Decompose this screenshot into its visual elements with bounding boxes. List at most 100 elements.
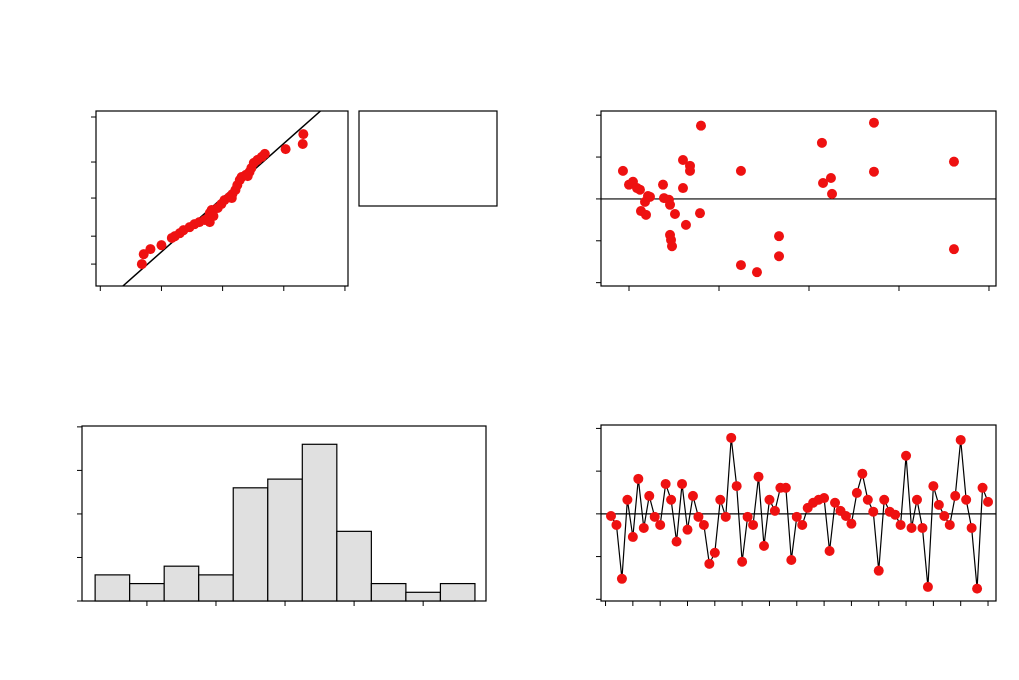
point <box>669 208 680 219</box>
bar <box>198 574 234 602</box>
point <box>687 490 698 501</box>
point <box>939 510 950 521</box>
point <box>698 519 709 530</box>
point <box>819 493 830 504</box>
point <box>928 481 939 492</box>
point <box>825 172 836 183</box>
point <box>677 183 688 194</box>
bar <box>267 478 303 602</box>
point <box>677 478 688 489</box>
point <box>720 511 731 522</box>
point <box>726 432 737 443</box>
bar <box>163 565 200 602</box>
point <box>617 165 628 176</box>
point <box>735 260 746 271</box>
point <box>753 471 764 482</box>
point <box>242 171 253 182</box>
point <box>667 241 678 252</box>
point <box>895 519 906 530</box>
point <box>818 178 829 189</box>
point <box>851 487 862 498</box>
point <box>972 583 983 594</box>
legend-box <box>358 110 498 207</box>
point <box>735 165 746 176</box>
bar <box>439 582 476 602</box>
point <box>764 494 775 505</box>
point <box>671 536 682 547</box>
point <box>948 244 959 255</box>
point <box>742 511 753 522</box>
point <box>846 518 857 529</box>
bar <box>370 582 407 602</box>
point <box>901 450 912 461</box>
point <box>780 482 791 493</box>
point <box>704 558 715 569</box>
point <box>709 547 720 558</box>
point <box>660 478 671 489</box>
point <box>297 139 308 150</box>
point <box>655 519 666 530</box>
point <box>644 490 655 501</box>
point <box>694 208 705 219</box>
point <box>640 209 651 220</box>
point <box>879 494 890 505</box>
point <box>944 519 955 530</box>
point <box>627 531 638 542</box>
point <box>873 565 884 576</box>
point <box>622 494 633 505</box>
bar <box>405 591 442 602</box>
point <box>737 556 748 567</box>
bar <box>336 530 372 602</box>
point <box>280 144 291 155</box>
point <box>666 494 677 505</box>
point <box>827 188 838 199</box>
point <box>955 434 966 445</box>
point <box>840 510 851 521</box>
point <box>680 219 691 230</box>
point <box>634 184 645 195</box>
point <box>208 211 219 222</box>
point <box>977 482 988 493</box>
point <box>824 546 835 557</box>
point <box>791 511 802 522</box>
point <box>156 240 167 251</box>
point <box>616 573 627 584</box>
bar <box>129 582 165 602</box>
point <box>922 581 933 592</box>
point <box>890 509 901 520</box>
point <box>917 522 928 533</box>
point <box>136 259 147 270</box>
point <box>715 494 726 505</box>
point <box>774 251 785 262</box>
point <box>693 511 704 522</box>
bar <box>94 574 131 602</box>
point <box>816 137 827 148</box>
point <box>950 490 961 501</box>
point <box>665 199 676 210</box>
point <box>862 494 873 505</box>
point <box>259 148 270 159</box>
point <box>638 522 649 533</box>
bar <box>301 443 338 602</box>
point <box>644 191 655 202</box>
point <box>649 511 660 522</box>
point <box>748 519 759 530</box>
point <box>774 231 785 242</box>
point <box>677 154 688 165</box>
point <box>786 554 797 565</box>
point <box>682 524 693 535</box>
point <box>797 519 808 530</box>
plot-frame <box>600 424 997 602</box>
point <box>298 129 309 140</box>
point <box>605 510 616 521</box>
point <box>933 499 944 510</box>
point <box>868 117 879 128</box>
point <box>769 505 780 516</box>
point <box>226 193 237 204</box>
point <box>751 267 762 278</box>
point <box>857 468 868 479</box>
point <box>695 120 706 131</box>
point <box>633 473 644 484</box>
point <box>731 481 742 492</box>
